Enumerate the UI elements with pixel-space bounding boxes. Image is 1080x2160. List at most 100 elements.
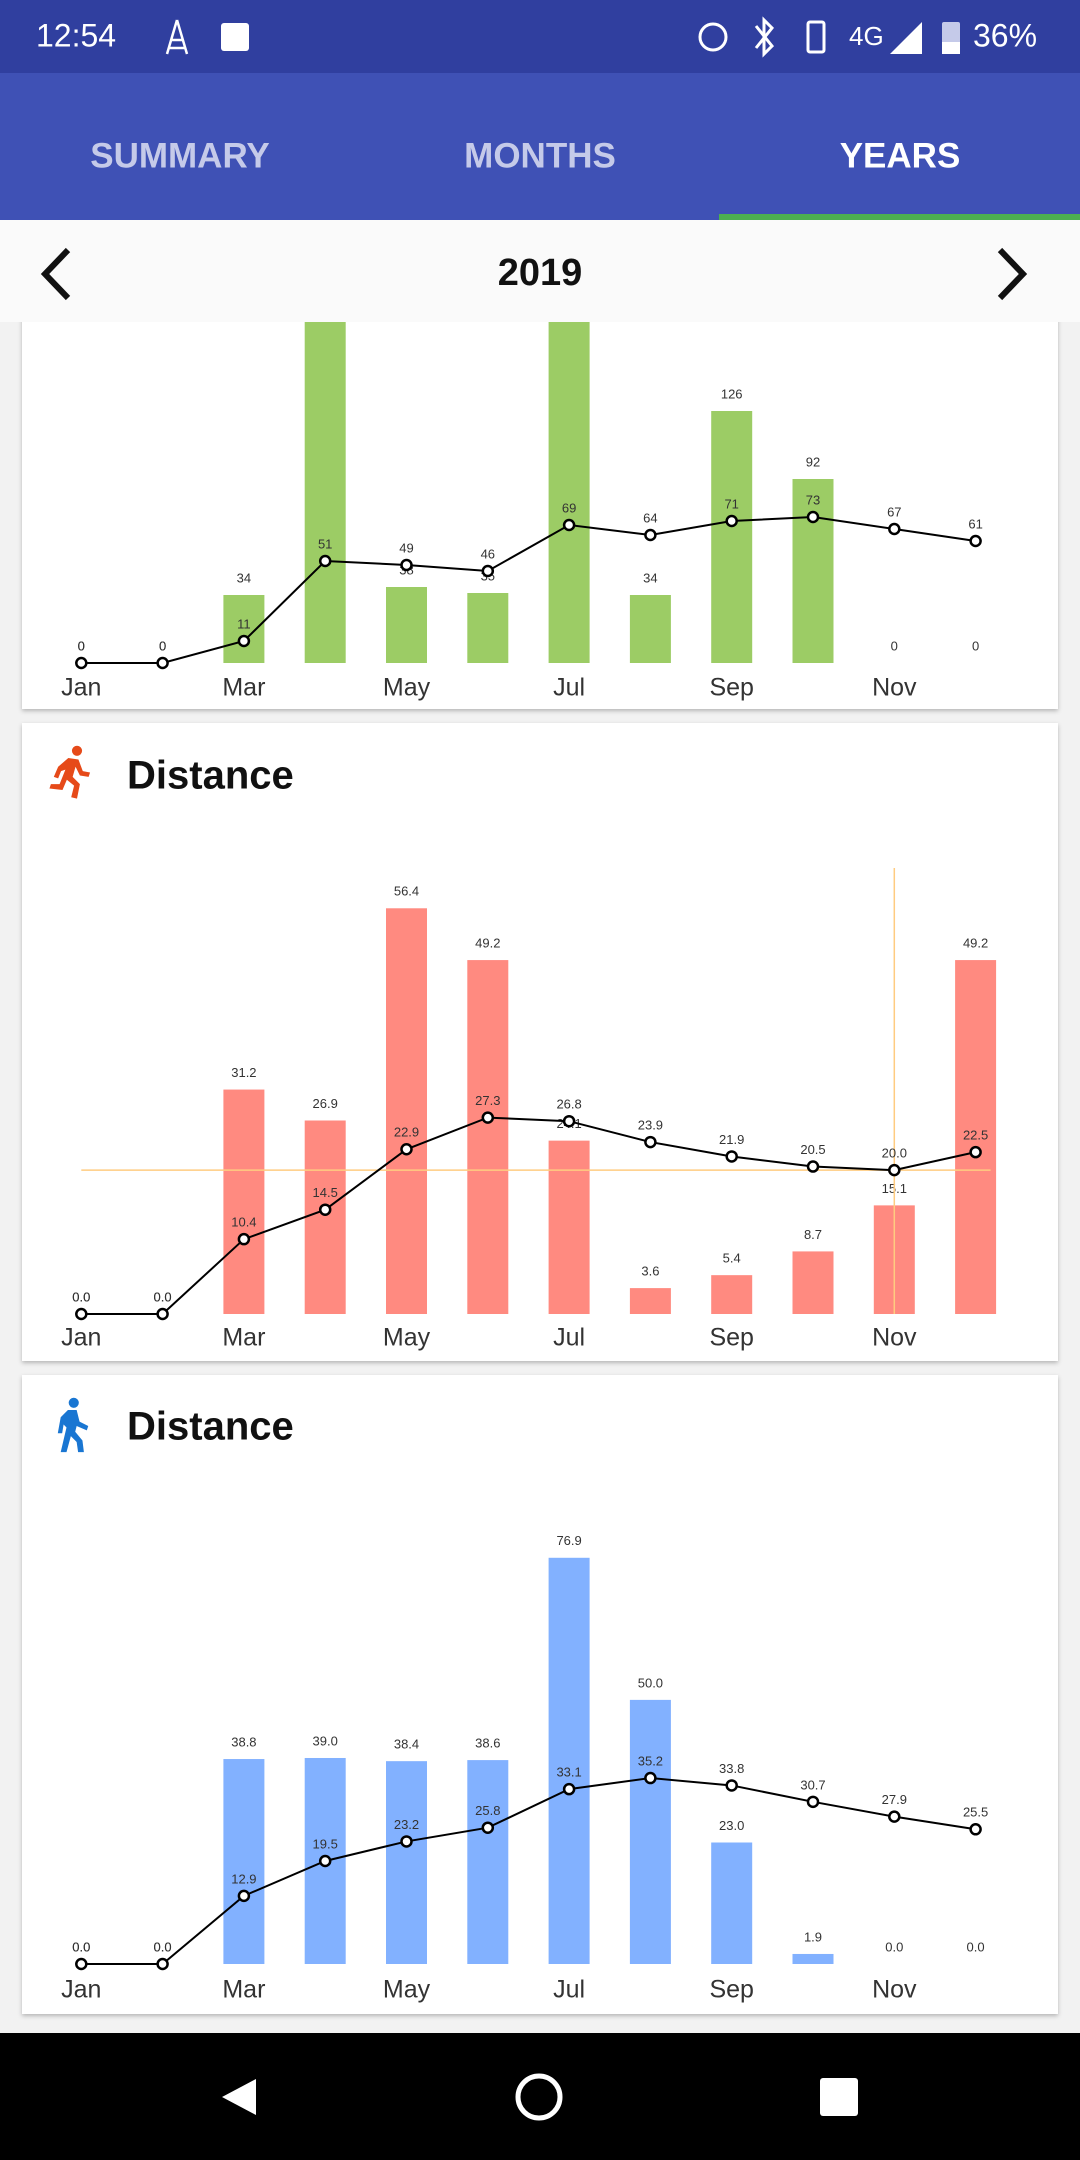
- nav-bar: [0, 2033, 1080, 2160]
- line-point: [237, 1889, 251, 1903]
- antenna-icon: [165, 19, 189, 55]
- line-point: [806, 1160, 820, 1173]
- tab[interactable]: MONTHS: [464, 136, 616, 175]
- line-point: [806, 1795, 820, 1809]
- value-label: 0.0: [154, 1939, 172, 1954]
- year-nav: [0, 220, 1080, 322]
- bar: [711, 411, 753, 663]
- bar: [792, 479, 834, 663]
- x-tick-label: Mar: [222, 674, 265, 702]
- line-point: [969, 534, 982, 548]
- chart-title: Distance: [127, 754, 294, 798]
- x-tick-label: May: [383, 1976, 431, 2004]
- line-point: [969, 1145, 982, 1159]
- chart: Distance Jan Mar May Jul Sep Nov 0.0 0.0 31.2 26.9…: [61, 754, 997, 1352]
- value-label: 30.7: [800, 1777, 825, 1792]
- bar: [386, 908, 427, 1314]
- value-label: 71: [724, 496, 738, 511]
- battery-text: 36%: [973, 17, 1037, 53]
- x-tick-label: May: [383, 674, 431, 702]
- x-tick-label: Sep: [709, 674, 753, 702]
- status-bar: [0, 0, 1080, 73]
- back-button[interactable]: [222, 2079, 256, 2115]
- tab[interactable]: YEARS: [840, 136, 961, 175]
- bar: [629, 1699, 671, 1964]
- value-label: 0.0: [72, 1289, 90, 1304]
- value-label: 73: [806, 492, 820, 507]
- value-label: 0.0: [967, 1939, 985, 1954]
- value-label: 14.5: [313, 1185, 338, 1200]
- x-tick-label: Sep: [709, 1976, 753, 2004]
- line-point: [481, 564, 495, 578]
- value-label: 46: [481, 546, 495, 561]
- tab[interactable]: SUMMARY: [90, 136, 270, 175]
- value-label: 0.0: [154, 1289, 172, 1304]
- line-point: [725, 1779, 738, 1792]
- x-tick-label: Jan: [61, 674, 101, 702]
- value-label: 76.9: [556, 1533, 581, 1548]
- value-label: 0.0: [154, 1939, 172, 1954]
- card: [22, 1375, 1058, 2014]
- chart-title: Distance: [127, 1405, 294, 1449]
- line-point: [725, 1150, 738, 1163]
- x-tick-label: Jan: [61, 1324, 101, 1352]
- bar: [223, 1089, 265, 1314]
- value-label: 11: [237, 616, 251, 631]
- chart: Distance Jan Mar May Jul Sep Nov 0.0 0.0 38.8 39.0…: [61, 1405, 988, 2004]
- value-label: 49.2: [475, 936, 500, 951]
- value-label: 34: [643, 570, 657, 585]
- value-label: 22.9: [394, 1125, 419, 1140]
- line: [81, 515, 976, 664]
- x-tick-label: Jan: [61, 1976, 101, 2004]
- home-button[interactable]: [515, 2073, 563, 2121]
- value-label: 22.5: [963, 1128, 988, 1143]
- line-point: [562, 1782, 576, 1796]
- value-label: 23.0: [719, 1818, 744, 1833]
- bar: [386, 587, 427, 663]
- value-label: 38.8: [231, 1734, 256, 1749]
- value-label: 0: [159, 638, 166, 653]
- image-icon: [221, 23, 249, 51]
- value-label: 38.6: [475, 1736, 500, 1751]
- value-label: 0: [78, 638, 85, 653]
- line-point: [562, 1114, 576, 1128]
- line-point: [481, 1111, 495, 1124]
- value-label: 34: [237, 570, 251, 585]
- value-label: 0.0: [72, 1939, 90, 1954]
- x-tick-label: May: [383, 1324, 431, 1352]
- value-label: 3.6: [641, 1264, 659, 1279]
- line-point: [237, 634, 251, 648]
- value-label: 50.0: [638, 1675, 663, 1690]
- value-label: 12.9: [231, 1871, 256, 1886]
- bar: [548, 322, 590, 663]
- line-point: [400, 558, 413, 572]
- value-label: 38.4: [394, 1737, 419, 1752]
- value-label: 0: [78, 638, 85, 653]
- prev-year-button[interactable]: [40, 247, 71, 301]
- value-label: 23.9: [638, 1118, 663, 1133]
- value-label: 49: [399, 540, 413, 555]
- line-point: [644, 1135, 657, 1149]
- signal-icon: [890, 22, 922, 54]
- tab-bar: [0, 73, 1080, 220]
- recents-button[interactable]: [820, 2078, 858, 2116]
- value-label: 27.3: [475, 1093, 500, 1108]
- bar: [955, 960, 997, 1314]
- line-point: [888, 522, 901, 536]
- value-label: 26.9: [313, 1096, 338, 1111]
- bar: [629, 1288, 671, 1314]
- bar: [467, 960, 509, 1314]
- line-point: [888, 1163, 901, 1177]
- bar: [223, 595, 265, 663]
- x-tick-label: Nov: [872, 674, 917, 702]
- value-label: 0.0: [72, 1939, 90, 1954]
- bar: [711, 1842, 753, 1964]
- value-label: 26.8: [556, 1097, 581, 1112]
- line-point: [644, 528, 657, 542]
- value-label: 27.9: [882, 1792, 907, 1807]
- value-label: 0.0: [885, 1939, 903, 1954]
- value-label: 0.0: [154, 1289, 172, 1304]
- bar: [548, 1140, 590, 1314]
- next-year-button[interactable]: [997, 247, 1028, 301]
